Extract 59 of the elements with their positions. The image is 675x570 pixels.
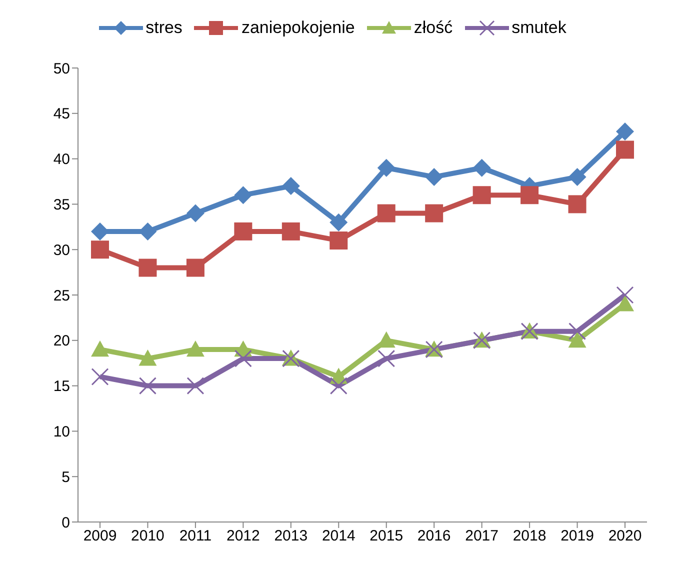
point	[234, 350, 252, 368]
point	[91, 240, 109, 259]
point	[378, 350, 396, 368]
point	[138, 377, 156, 395]
y-tick-label: 0	[62, 514, 70, 532]
point	[234, 222, 252, 240]
point	[330, 213, 348, 232]
point	[234, 186, 252, 204]
point	[186, 377, 204, 395]
y-tick-label: 45	[53, 106, 70, 123]
point	[568, 331, 586, 348]
y-tick-label: 10	[53, 424, 70, 441]
y-tick-label: 30	[53, 242, 70, 259]
x-tick-label: 2012	[226, 528, 260, 545]
point	[330, 232, 348, 250]
legend-label: stres	[146, 18, 182, 38]
point	[186, 340, 204, 357]
x-tick-label: 2011	[179, 528, 212, 545]
point	[377, 204, 396, 222]
point	[425, 168, 444, 186]
point	[282, 177, 300, 196]
point	[330, 377, 348, 395]
legend-label: smutek	[512, 18, 566, 38]
point	[186, 258, 204, 277]
x-tick-label: 2016	[417, 528, 451, 545]
x-tick-label: 2019	[560, 528, 594, 545]
x-tick-label: 2018	[512, 528, 546, 545]
x-tick-label: 2017	[465, 528, 499, 545]
x-tick-label: 2010	[131, 528, 164, 545]
y-tick-label: 50	[53, 60, 70, 78]
point	[138, 350, 157, 366]
point	[568, 195, 586, 214]
point	[186, 204, 204, 222]
legend-label: zaniepokojenie	[241, 18, 355, 38]
x-tick-label: 2020	[608, 528, 642, 545]
point	[616, 140, 634, 159]
y-tick-label: 40	[53, 151, 70, 168]
point	[91, 340, 109, 357]
point	[377, 158, 396, 177]
x-tick-label: 2015	[370, 528, 404, 545]
point	[425, 204, 444, 222]
point	[472, 186, 491, 204]
y-tick-label: 20	[53, 332, 70, 350]
x-tick-label: 2014	[322, 528, 356, 545]
y-tick-label: 5	[62, 468, 70, 486]
point	[91, 368, 109, 386]
x-tick-label: 2013	[274, 528, 308, 545]
legend-label: złość	[414, 18, 453, 38]
point	[616, 286, 634, 304]
point	[282, 222, 300, 240]
x-tick-label: 2009	[83, 528, 117, 545]
point	[568, 168, 586, 186]
y-tick-label: 35	[53, 196, 70, 214]
y-tick-label: 25	[53, 287, 70, 304]
point	[616, 122, 634, 141]
point	[472, 158, 491, 177]
y-tick-label: 15	[53, 378, 70, 396]
point	[520, 186, 539, 204]
point	[138, 258, 157, 277]
